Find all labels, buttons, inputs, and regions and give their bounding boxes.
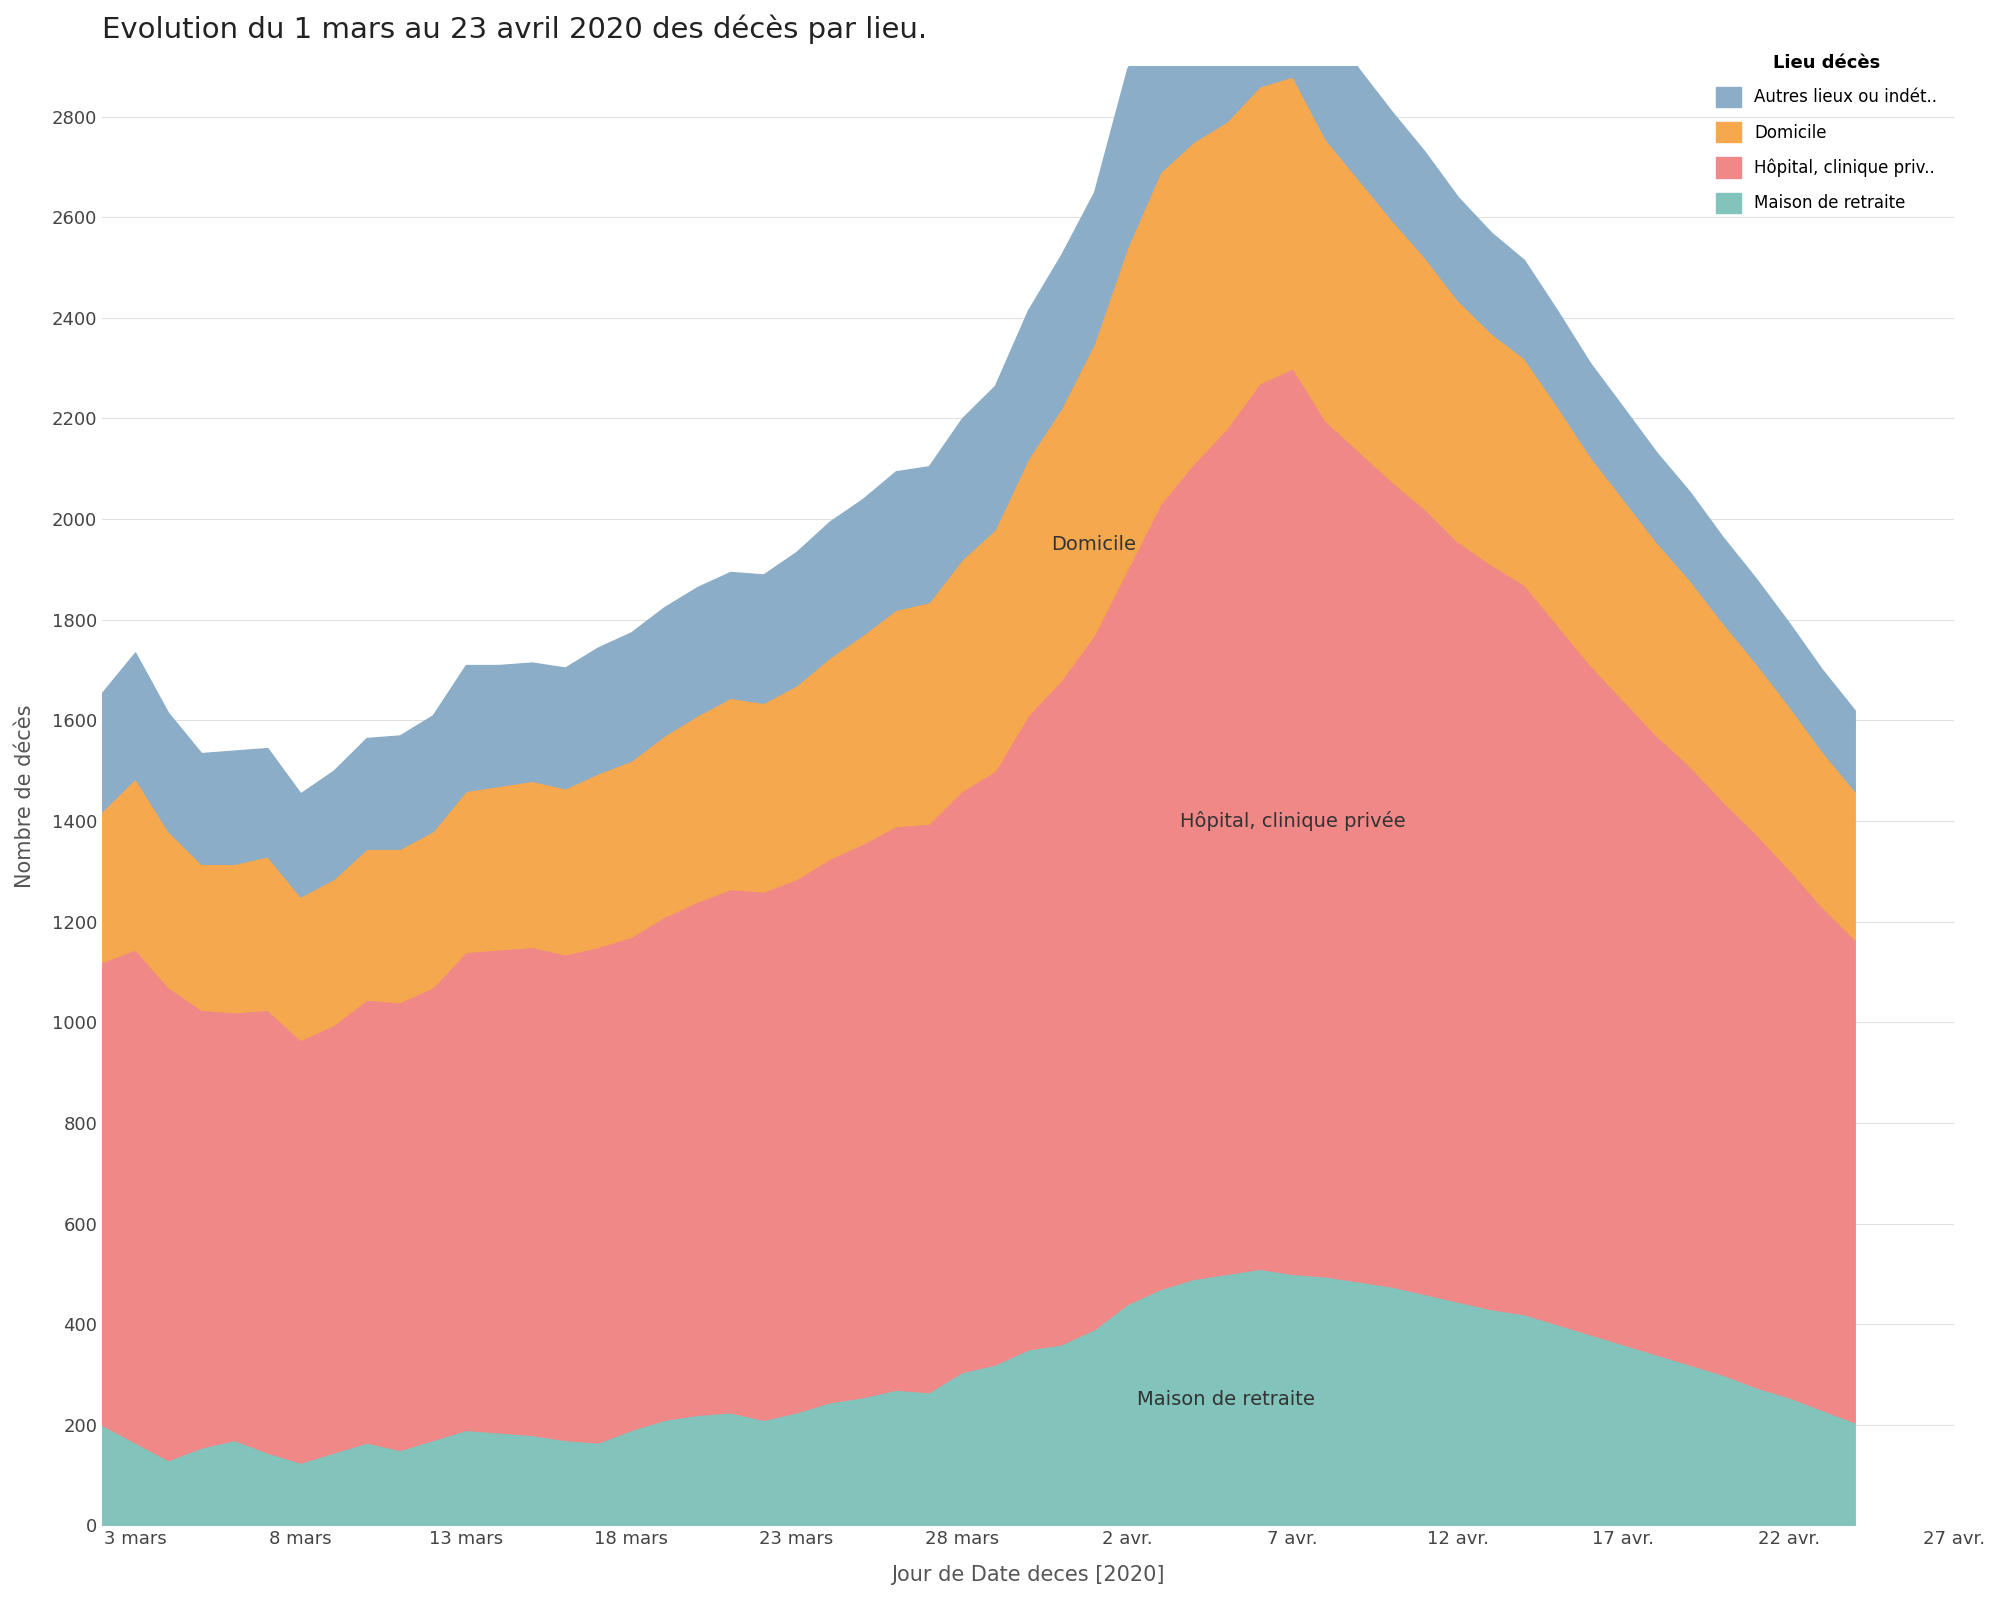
Text: Evolution du 1 mars au 23 avril 2020 des décès par lieu.: Evolution du 1 mars au 23 avril 2020 des… — [102, 14, 928, 45]
Text: Maison de retraite: Maison de retraite — [1138, 1390, 1316, 1410]
Text: Hôpital, clinique privée: Hôpital, clinique privée — [1180, 811, 1406, 830]
X-axis label: Jour de Date deces [2020]: Jour de Date deces [2020] — [892, 1565, 1164, 1586]
Legend: Autres lieux ou indét.., Domicile, Hôpital, clinique priv.., Maison de retraite: Autres lieux ou indét.., Domicile, Hôpit… — [1708, 45, 1946, 221]
Text: Domicile: Domicile — [1052, 534, 1136, 554]
Y-axis label: Nombre de décès: Nombre de décès — [14, 704, 34, 888]
